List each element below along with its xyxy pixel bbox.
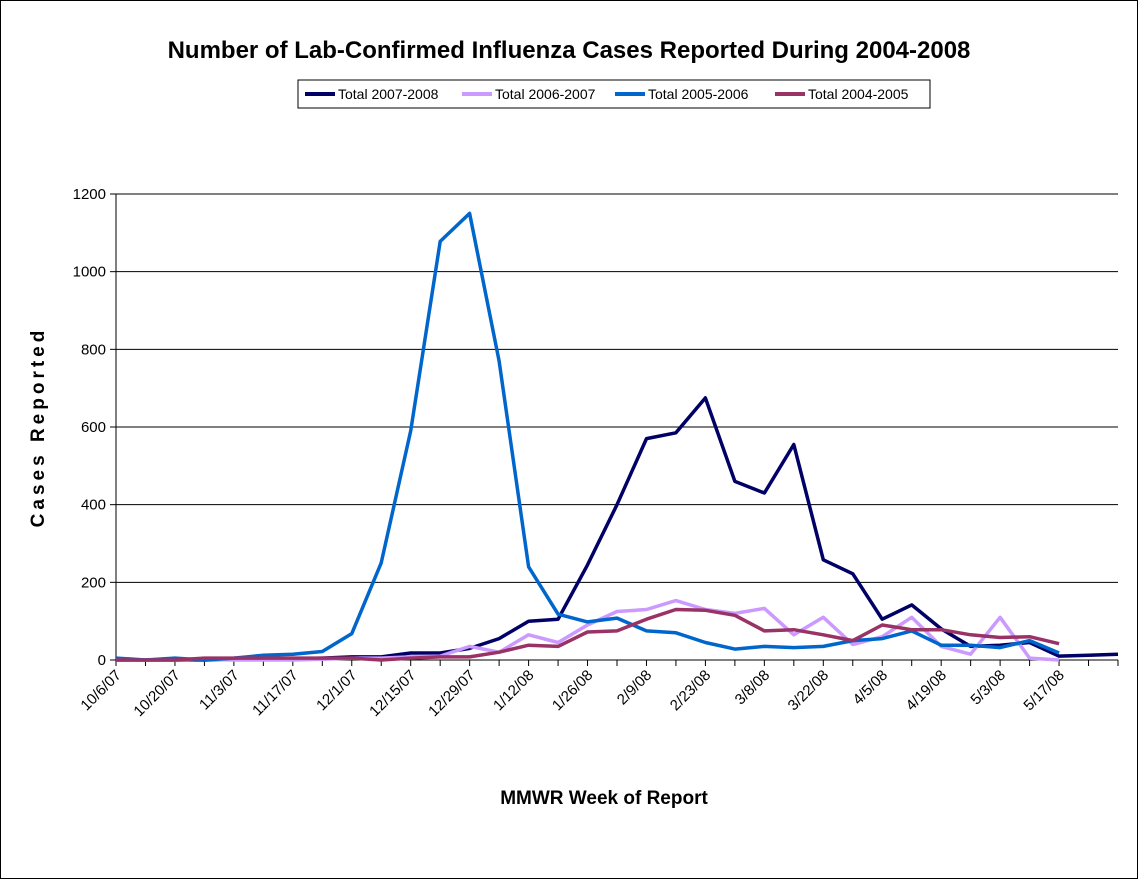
y-tick-label: 600 bbox=[81, 419, 106, 436]
y-tick-label: 1000 bbox=[73, 264, 106, 281]
legend-label: Total 2005-2006 bbox=[648, 86, 749, 102]
legend-label: Total 2006-2007 bbox=[495, 86, 596, 102]
series-line bbox=[116, 607, 1060, 662]
x-axis-title: MMWR Week of Report bbox=[500, 788, 708, 809]
legend-box bbox=[297, 79, 931, 109]
legend-label: Total 2004-2005 bbox=[808, 86, 909, 102]
y-tick-label: 0 bbox=[98, 652, 106, 669]
chart-title: Number of Lab-Confirmed Influenza Cases … bbox=[168, 37, 971, 64]
y-axis-title: Cases Reported bbox=[28, 327, 49, 528]
y-tick-label: 1200 bbox=[73, 186, 106, 203]
series-line bbox=[115, 211, 1060, 662]
y-tick-label: 200 bbox=[81, 574, 106, 591]
legend-label: Total 2007-2008 bbox=[338, 86, 439, 102]
y-tick-label: 400 bbox=[81, 497, 106, 514]
y-tick-label: 800 bbox=[81, 341, 106, 358]
series-line bbox=[116, 598, 1060, 662]
